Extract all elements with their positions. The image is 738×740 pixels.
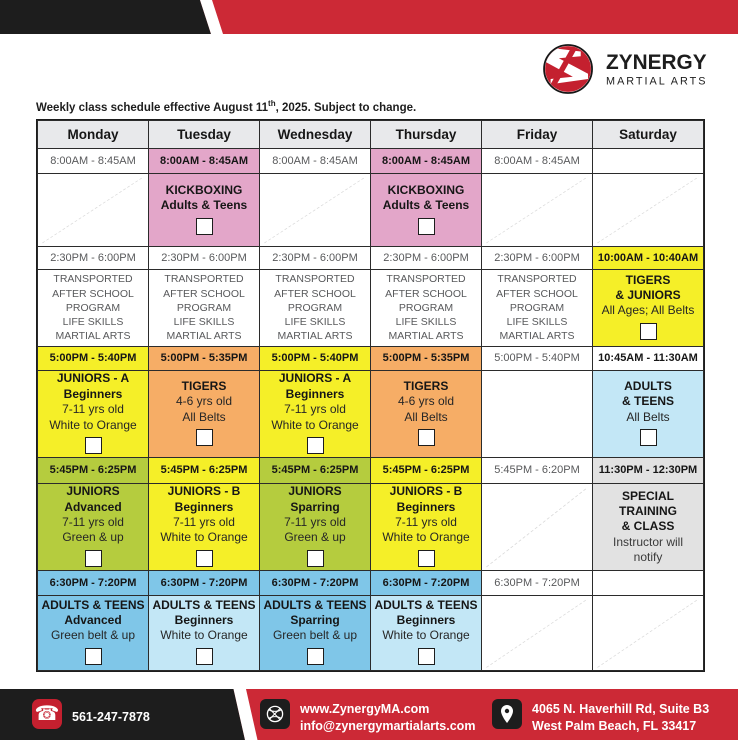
svg-text:ZYNERGY: ZYNERGY: [606, 51, 707, 74]
svg-text:MARTIAL ARTS: MARTIAL ARTS: [606, 75, 707, 87]
